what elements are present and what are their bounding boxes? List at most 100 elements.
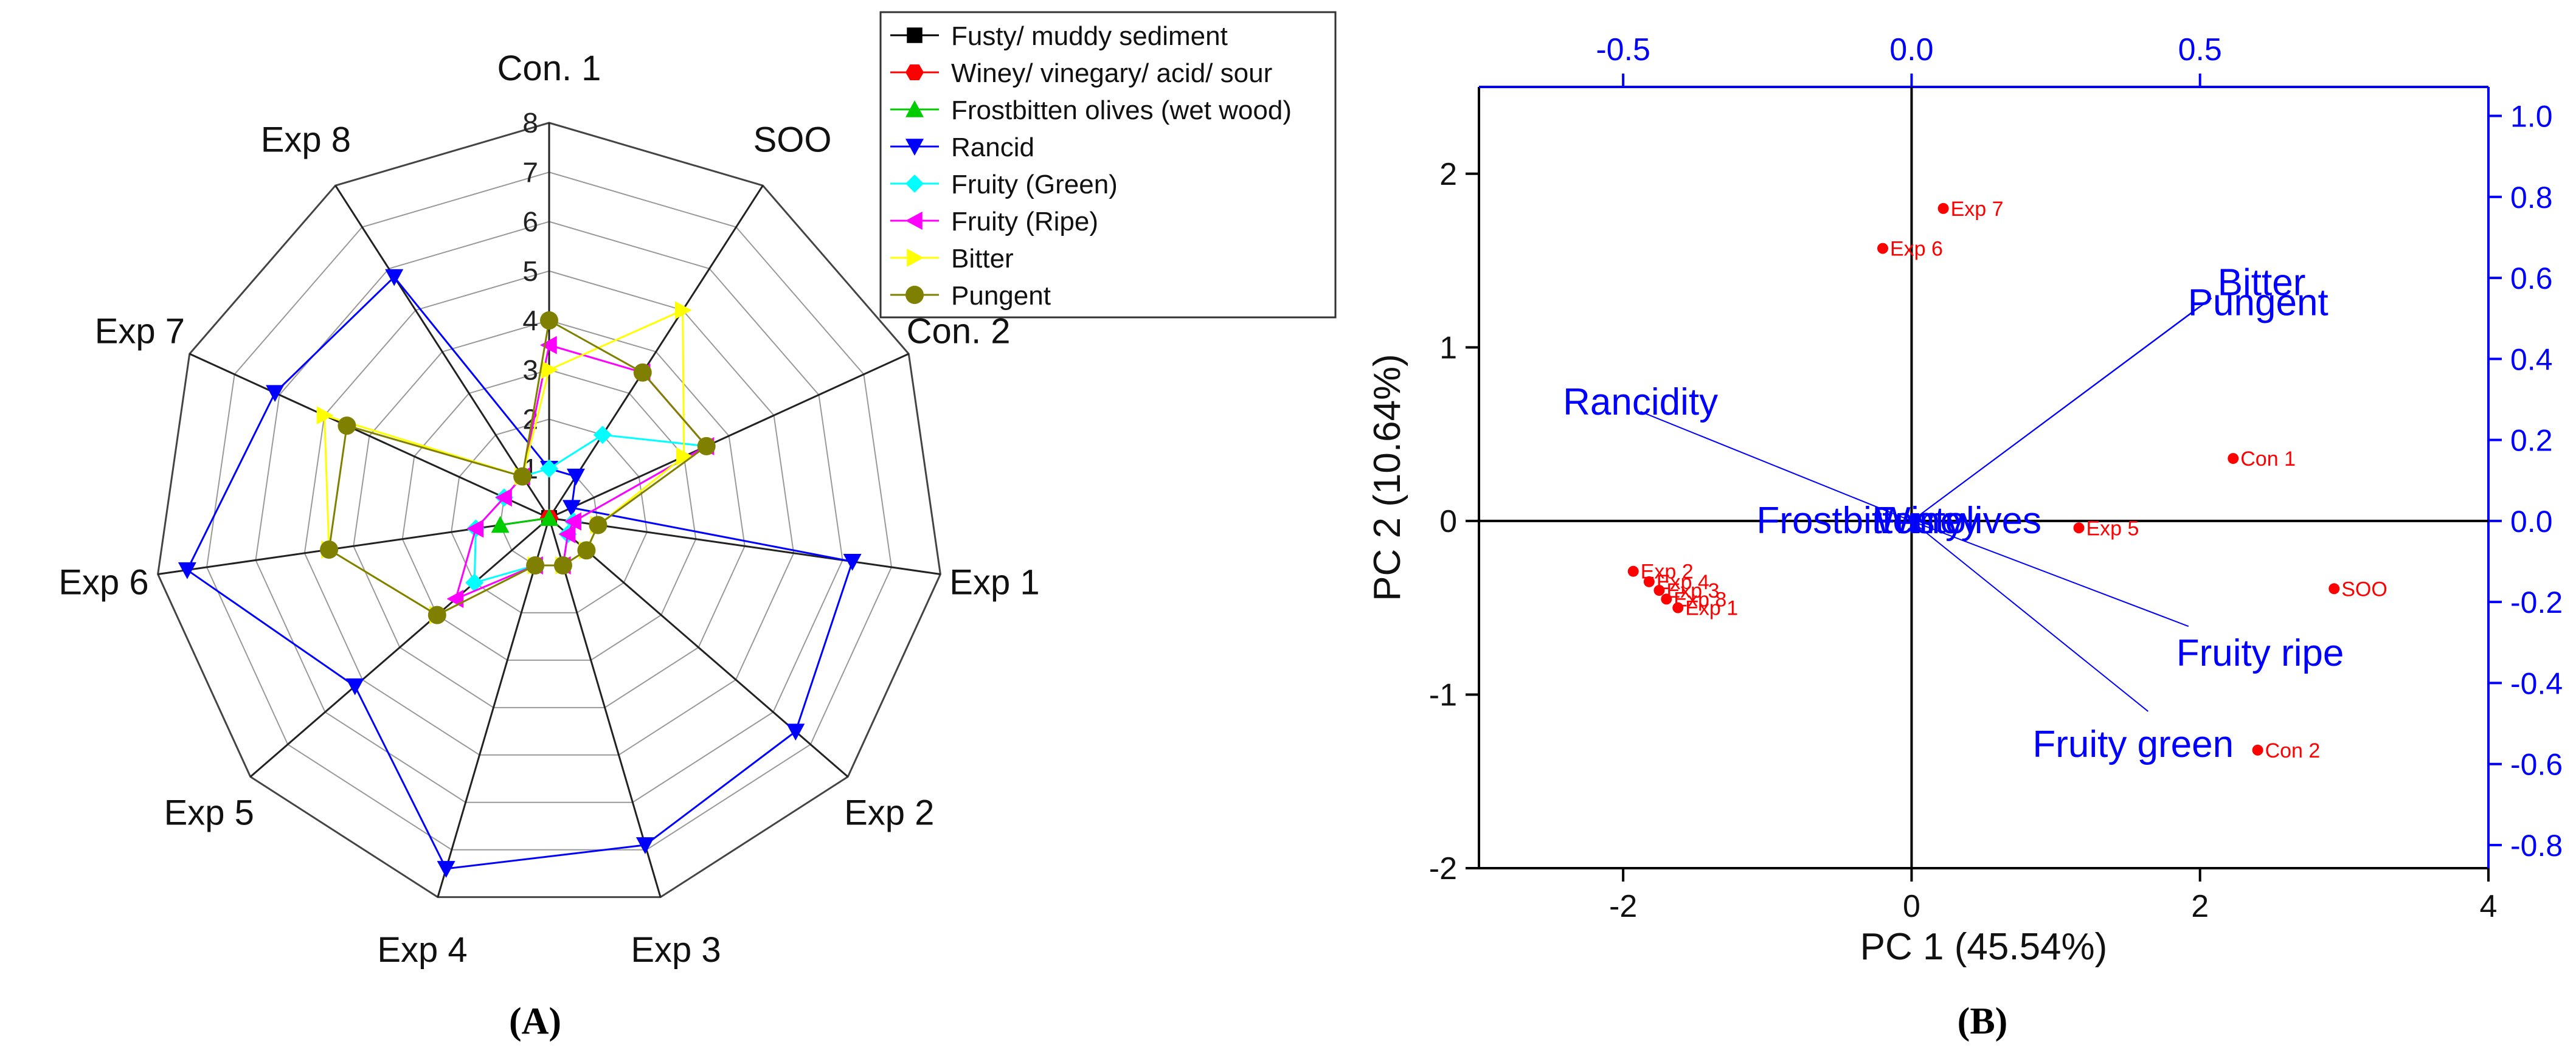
loading-label: Pungent	[2188, 282, 2328, 324]
radar-grid-ring	[353, 319, 746, 708]
radar-point	[593, 426, 612, 444]
radar-point	[633, 363, 652, 382]
radar-point	[540, 311, 558, 330]
top-tick-label: 0.5	[2178, 32, 2222, 67]
y-tick-label: -1	[1429, 677, 1457, 713]
radar-grid-ring	[303, 270, 795, 756]
score-label: SOO	[2341, 578, 2387, 601]
radar-spoke	[249, 517, 550, 778]
radar-point	[562, 500, 581, 517]
legend-label: Fruity (Ripe)	[951, 207, 1098, 236]
radar-point	[553, 556, 572, 575]
panel-label-b: (B)	[1958, 1001, 2008, 1042]
radar-spoke	[158, 517, 550, 575]
radar-grid-ring	[157, 122, 941, 899]
loading-label: Fruity ripe	[2176, 632, 2344, 674]
radar-point	[558, 525, 576, 544]
radar-tick-label: 3	[522, 354, 538, 385]
loading-label: Frostbitten olives	[1756, 500, 2041, 542]
legend-marker	[907, 27, 923, 43]
score-point	[1937, 202, 1949, 214]
legend-marker	[905, 286, 924, 304]
score-point	[1627, 565, 1639, 577]
radar-point	[674, 301, 692, 320]
radar-point	[697, 437, 716, 455]
radar-axis-label: Con. 1	[497, 49, 601, 88]
radar-point	[428, 606, 446, 624]
loading-vector	[1911, 520, 2189, 627]
radar-point	[541, 361, 558, 379]
loading-vector	[1640, 411, 1912, 522]
pca-biplot: -2 0 2 4 -2 -1 0 1 2 -0.5 0.0 0.5 -0.8 -0.6 -0.4 -0.2 0.…	[1366, 32, 2563, 1042]
radar-tick-label: 4	[522, 305, 538, 336]
y-tick-label: 1	[1439, 330, 1457, 365]
radar-point	[320, 540, 339, 559]
radar-point	[577, 541, 596, 560]
radar-spoke	[189, 353, 550, 519]
radar-point	[676, 447, 693, 466]
legend-label: Frostbitten olives (wet wood)	[951, 95, 1292, 125]
score-label: Exp 3	[1666, 579, 1719, 602]
radar-point	[566, 468, 585, 486]
x-tick-label: 4	[2480, 889, 2498, 924]
score-label: Exp 4	[1657, 571, 1709, 594]
legend-marker	[905, 64, 924, 80]
radar-spoke	[548, 185, 764, 519]
radar-point	[178, 562, 196, 579]
radar-point	[385, 269, 404, 286]
radar-point	[786, 723, 805, 741]
score-label: Exp 1	[1685, 597, 1738, 620]
radar-point	[345, 678, 364, 696]
y-axis-title: PC 2 (10.64%)	[1366, 354, 1408, 601]
legend-marker	[907, 249, 924, 267]
radar-tick-label: 6	[522, 206, 538, 238]
score-point	[1653, 585, 1665, 596]
score-point	[2328, 583, 2340, 595]
legend-marker	[905, 174, 924, 193]
radar-axis-label: SOO	[753, 120, 832, 159]
radar-point	[466, 519, 484, 538]
right-tick-label: 1.0	[2510, 100, 2553, 134]
panel-label-a: (A)	[509, 1001, 561, 1042]
score-point	[1672, 602, 1684, 613]
radar-point	[540, 336, 557, 354]
legend-marker	[905, 100, 924, 117]
loading-vector	[1911, 520, 2148, 712]
top-tick-label: -0.5	[1596, 32, 1650, 67]
right-tick-label: 0.2	[2510, 424, 2553, 458]
score-label: Con 2	[2265, 739, 2321, 762]
radar-spoke	[549, 517, 941, 575]
score-point	[2252, 744, 2263, 756]
radar-point	[338, 416, 356, 435]
right-tick-label: 0.4	[2510, 342, 2553, 376]
radar-spoke	[437, 517, 550, 898]
score-point	[2073, 522, 2085, 534]
score-label: Con 1	[2240, 447, 2296, 471]
radar-point	[465, 573, 484, 592]
radar-axis-label: Exp 8	[261, 120, 351, 159]
score-point	[1643, 576, 1655, 587]
right-tick-label: 0.0	[2510, 505, 2553, 539]
x-tick-label: 2	[2191, 889, 2209, 924]
score-label: Exp 6	[1890, 238, 1943, 261]
radar-point	[564, 512, 581, 531]
legend-label: Pungent	[951, 281, 1051, 311]
right-tick-label: -0.6	[2510, 748, 2563, 782]
radar-axis-label: Exp 5	[164, 793, 254, 833]
score-label: Exp 7	[1951, 198, 2004, 221]
radar-tick-label: 7	[522, 156, 538, 188]
legend-label: Bitter	[951, 244, 1014, 274]
radar-point	[526, 556, 545, 575]
radar-axis-label: Exp 1	[949, 562, 1039, 602]
radar-point	[540, 509, 558, 526]
x-tick-label: -2	[1609, 889, 1637, 924]
radar-grid-ring	[451, 418, 648, 613]
y-tick-label: -2	[1429, 851, 1457, 886]
radar-spoke	[334, 185, 550, 519]
x-axis-title: PC 1 (45.54%)	[1860, 926, 2108, 968]
radar-point	[513, 467, 532, 486]
radar-grid-ring	[206, 171, 892, 851]
radar-spoke	[548, 517, 662, 898]
radar-point	[589, 516, 608, 534]
